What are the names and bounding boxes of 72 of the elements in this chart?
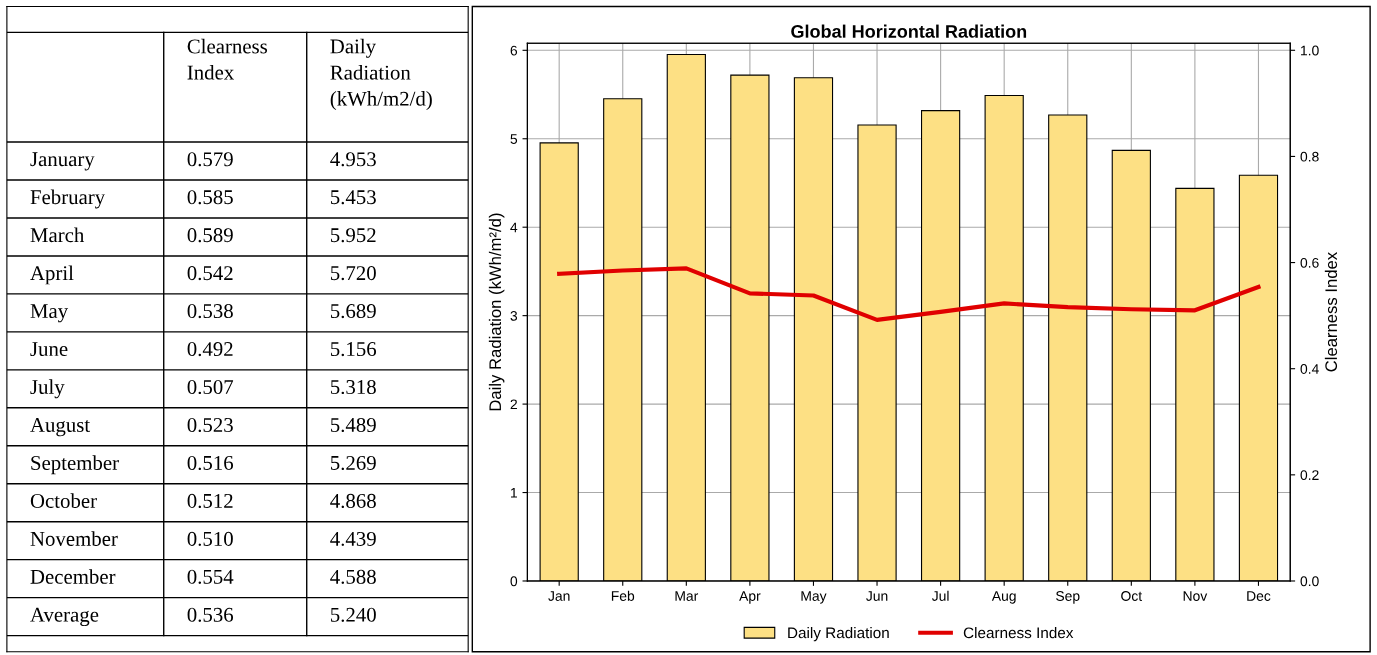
text: Daily Radiation (kWh/m2/d) [330, 38, 432, 110]
y-tick-label: 1 [511, 488, 517, 498]
text: 0.554 [187, 569, 234, 584]
text: 0.536 [187, 607, 234, 622]
text: 0.538 [187, 304, 233, 319]
text: August [30, 417, 91, 437]
text: 5.453 [331, 190, 376, 205]
text: May [30, 304, 69, 323]
text: 5.318 [331, 379, 376, 395]
text: February [30, 189, 106, 209]
legend-label: Clearness Index [963, 627, 1074, 639]
text: 0.512 [187, 493, 233, 509]
text: 5.720 [331, 266, 376, 281]
text: 0.516 [187, 455, 234, 471]
y-tick-label: 0 [510, 576, 518, 587]
chart-title: Global Horizontal Radiation [791, 24, 1027, 38]
text: April [30, 265, 74, 285]
x-tick-label: Aug [991, 591, 1016, 604]
text: 5.489 [331, 417, 376, 433]
x-tick-label: Oct [1121, 591, 1143, 601]
x-tick-label: Jan [548, 591, 570, 601]
x-tick-label: Jul [931, 590, 949, 601]
y-tick-label: 6 [510, 45, 518, 56]
text: 5.156 [331, 342, 377, 357]
text: 5.269 [331, 455, 376, 471]
text: 0.585 [187, 190, 233, 205]
text: 0.579 [187, 152, 233, 167]
text: 4.439 [330, 531, 376, 546]
y-tick-label: 3 [510, 310, 518, 321]
text: 5.240 [331, 607, 376, 622]
text: 0.589 [187, 228, 233, 243]
text: 0.507 [187, 379, 234, 395]
y-tick-label: 4 [510, 222, 518, 233]
text: June [30, 342, 68, 357]
x-tick-label: May [801, 591, 827, 604]
text: January [30, 152, 95, 171]
text: 5.952 [331, 228, 376, 243]
x-tick-label: Mar [675, 591, 699, 601]
text: November [30, 531, 118, 546]
x-tick-label: Apr [739, 591, 761, 604]
text: 0.542 [187, 266, 233, 281]
legend-label: Daily Radiation [788, 627, 889, 642]
text: December [30, 569, 116, 584]
text: 0.510 [187, 531, 233, 546]
x-tick-label: Feb [611, 590, 635, 601]
text: 4.953 [330, 152, 376, 167]
text: October [30, 493, 97, 508]
text: Average [30, 607, 99, 627]
y2-tick-label: 0.4 [1300, 364, 1319, 374]
x-tick-label: Nov [1183, 591, 1208, 601]
text: March [30, 227, 85, 243]
y2-tick-label: 1.0 [1301, 45, 1319, 56]
x-tick-label: Dec [1247, 591, 1271, 601]
y2-tick-label: 0.8 [1300, 151, 1319, 162]
text: 0.492 [187, 342, 233, 357]
x-tick-label: Sep [1056, 591, 1080, 604]
y2-axis-title: Clearness Index [1324, 252, 1338, 372]
y2-tick-label: 0.0 [1300, 576, 1319, 587]
line-series [557, 266, 1261, 322]
text: September [31, 455, 119, 475]
y-tick-label: 2 [510, 399, 517, 410]
y2-tick-label: 0.2 [1300, 470, 1319, 481]
text: 5.689 [331, 304, 376, 319]
text: 4.588 [330, 569, 376, 584]
text: 0.523 [187, 417, 233, 433]
x-tick-label: Jun [866, 591, 888, 601]
text: 4.868 [330, 493, 376, 509]
y2-tick-label: 0.6 [1300, 257, 1319, 268]
y-tick-label: 5 [510, 134, 518, 144]
text: Clearness Index [187, 38, 268, 80]
text: July [30, 379, 65, 399]
y-axis-title: Daily Radiation (kWh/m²/d) [488, 213, 505, 411]
